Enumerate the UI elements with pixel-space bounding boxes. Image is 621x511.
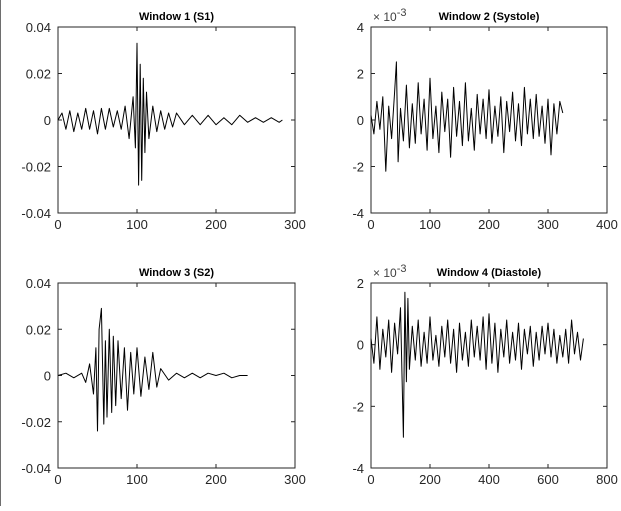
- subplot-2: 0 100 200 300 400 -4 -2 0 2 4 Window 2 (Systole) × …: [352, 7, 617, 232]
- x-tick-label: 800: [596, 472, 618, 487]
- y-tick-label: 0.02: [26, 67, 51, 82]
- x-tick-label: 100: [419, 217, 441, 232]
- axis-exponent-label: × 10-3: [373, 263, 406, 280]
- x-tick-label: 300: [284, 217, 306, 232]
- y-tick-label: -0.02: [21, 415, 51, 430]
- y-tick-label: 0: [357, 338, 364, 353]
- y-tick-label: 0.04: [26, 20, 51, 35]
- y-tick-label: 0.04: [26, 276, 51, 291]
- x-tick-label: 200: [478, 217, 500, 232]
- y-tick-label: -0.04: [21, 206, 51, 221]
- x-tick-label: 100: [126, 217, 148, 232]
- plot-area: [370, 26, 608, 214]
- subplot-4: 0 200 400 600 800 -4 -2 0 2 Window 4 (Diastole) × …: [352, 263, 617, 487]
- y-tick-label: -0.02: [21, 160, 51, 175]
- subplot-title: Window 1 (S1): [139, 11, 214, 23]
- y-tick-label: -2: [352, 399, 364, 414]
- x-tick-label: 200: [205, 472, 227, 487]
- x-tick-label: 400: [596, 217, 618, 232]
- axis-exponent-label: × 10-3: [373, 7, 406, 24]
- y-tick-label: -4: [352, 461, 364, 476]
- series-line-1: [57, 42, 283, 186]
- y-tick-label: 2: [357, 276, 364, 291]
- y-tick-label: -0.04: [21, 461, 51, 476]
- subplot-3: 0 100 200 300 -0.04 -0.02 0 0.02 0.04 Window 3 (S…: [21, 267, 305, 487]
- series-line-1: [370, 291, 584, 438]
- y-tick-label: 0: [44, 369, 51, 384]
- x-tick-label: 200: [419, 472, 441, 487]
- series-line-1: [370, 61, 564, 172]
- x-tick-label: 300: [537, 217, 559, 232]
- y-tick-label: -2: [352, 160, 364, 175]
- y-tick-label: 0: [357, 113, 364, 128]
- plot-area: [57, 282, 296, 469]
- x-tick-label: 400: [478, 472, 500, 487]
- y-tick-label: 2: [357, 67, 364, 82]
- x-tick-label: 600: [537, 472, 559, 487]
- series-line-1: [57, 307, 248, 432]
- y-tick-label: 0.02: [26, 322, 51, 337]
- x-tick-label: 200: [205, 217, 227, 232]
- y-tick-label: -4: [352, 206, 364, 221]
- plot-area: [57, 26, 296, 214]
- x-tick-label: 0: [367, 217, 374, 232]
- subplot-title: Window 4 (Diastole): [437, 267, 542, 279]
- x-tick-label: 100: [126, 472, 148, 487]
- x-tick-label: 300: [284, 472, 306, 487]
- x-tick-label: 0: [367, 472, 374, 487]
- x-tick-label: 0: [54, 472, 61, 487]
- y-tick-label: 4: [357, 20, 364, 35]
- subplot-title: Window 2 (Systole): [439, 11, 540, 23]
- subplot-title: Window 3 (S2): [139, 267, 214, 279]
- y-tick-label: 0: [44, 113, 51, 128]
- x-tick-label: 0: [54, 217, 61, 232]
- subplot-1: 0 100 200 300 -0.04 -0.02 0 0.02 0.04 Window 1 (S…: [21, 11, 305, 232]
